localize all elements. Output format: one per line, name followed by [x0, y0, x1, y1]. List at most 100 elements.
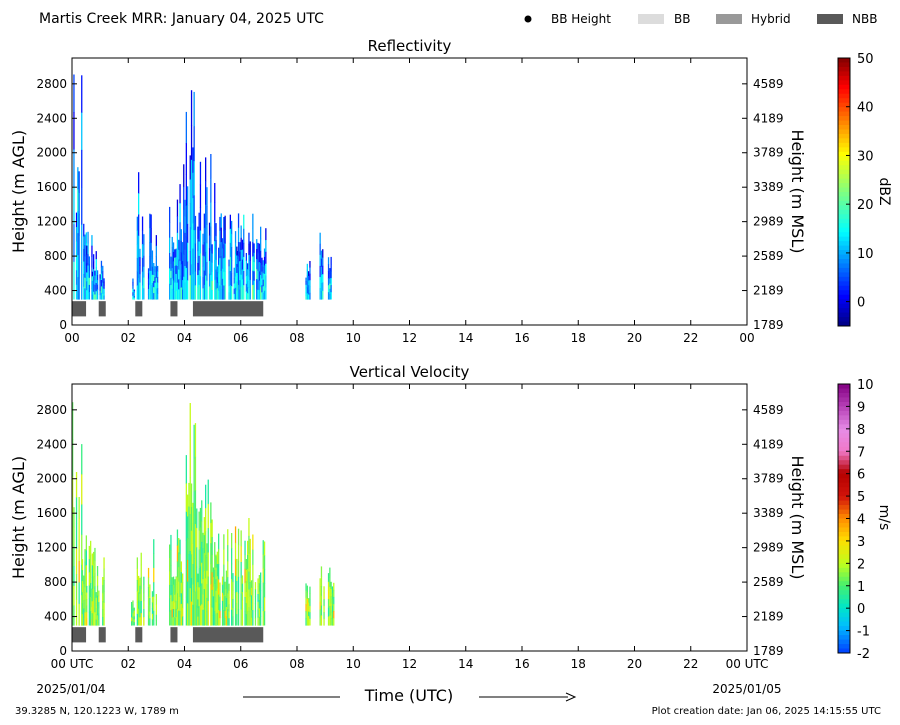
echo-cell: [221, 576, 224, 586]
echo-cell: [198, 241, 200, 257]
echo-cell: [81, 75, 83, 113]
echo-cell: [257, 261, 259, 272]
echo-cell: [72, 513, 74, 552]
echo-cell: [153, 582, 155, 597]
colorbar-segment: [838, 540, 850, 546]
echo-cell: [88, 277, 90, 286]
colorbar-segment: [838, 419, 850, 425]
echo-cell: [210, 584, 212, 606]
echo-cell: [261, 257, 263, 265]
echo-cell: [201, 604, 203, 626]
echo-cell: [188, 530, 190, 555]
echo-cell: [86, 599, 88, 606]
echo-cell: [102, 276, 104, 283]
echo-cell: [187, 559, 189, 583]
echo-cell: [244, 611, 246, 626]
echo-cell: [208, 248, 211, 262]
echo-cell: [219, 582, 221, 590]
echo-cell: [329, 283, 331, 290]
echo-cell: [81, 112, 83, 151]
echo-cell: [90, 568, 92, 584]
echo-cell: [243, 271, 245, 286]
colorbar-label: dBZ: [876, 177, 892, 205]
y-tick-label: 2400: [36, 111, 67, 125]
echo-cell: [248, 607, 250, 626]
echo-cell: [262, 260, 264, 268]
echo-cell: [136, 230, 138, 245]
echo-cell: [252, 610, 254, 626]
x-tick-label: 16: [514, 331, 529, 345]
echo-cell: [172, 609, 175, 618]
echo-cell: [206, 570, 208, 585]
echo-cell: [88, 572, 90, 586]
echo-cell: [244, 582, 246, 598]
echo-cell: [247, 263, 249, 270]
colorbar-segment: [838, 178, 850, 184]
echo-cell: [203, 589, 205, 608]
colorbar-segment: [838, 630, 850, 636]
colorbar-segment: [838, 62, 850, 68]
echo-cell: [305, 284, 307, 289]
echo-cell: [224, 257, 226, 272]
echo-cell: [198, 549, 200, 569]
colorbar-tick-label: 0: [857, 602, 865, 617]
echo-cell: [81, 581, 84, 593]
colorbar-segment: [838, 285, 850, 291]
echo-cell: [240, 530, 242, 547]
echo-cell: [319, 265, 321, 278]
echo-cell: [203, 571, 205, 590]
echo-cell: [100, 286, 103, 294]
echo-cell: [175, 248, 177, 258]
colorbar-segment: [838, 89, 850, 95]
colorbar-segment: [838, 406, 850, 412]
echo-cell: [257, 578, 259, 587]
echo-cell: [237, 609, 240, 626]
echo-cell: [176, 593, 179, 610]
y-right-tick-label: 2589: [753, 575, 784, 589]
echo-cell: [319, 601, 321, 610]
echo-cell: [261, 271, 263, 279]
echo-cell: [86, 605, 88, 613]
echo-cell: [172, 600, 175, 610]
echo-cell: [138, 278, 140, 300]
echo-cell: [75, 599, 78, 626]
y-right-tick-label: 4189: [753, 437, 784, 451]
echo-cell: [256, 279, 258, 290]
echo-cell: [306, 612, 308, 619]
echo-cell: [206, 584, 208, 599]
echo-cell: [147, 587, 150, 597]
colorbar-segment: [838, 505, 850, 511]
echo-cell: [225, 597, 228, 608]
echo-cell: [194, 591, 197, 626]
echo-cell: [248, 535, 250, 555]
echo-cell: [138, 592, 140, 601]
echo-cell: [187, 261, 189, 281]
echo-cell: [330, 610, 332, 619]
echo-cell: [182, 251, 184, 262]
echo-cell: [189, 440, 191, 478]
echo-cell: [258, 575, 260, 584]
echo-cell: [155, 620, 157, 626]
echo-cell: [194, 490, 197, 525]
echo-cell: [86, 245, 88, 255]
colorbar-segment: [838, 214, 850, 220]
echo-cell: [201, 583, 203, 605]
echo-cell: [179, 280, 181, 300]
echo-cell: [260, 226, 262, 240]
echo-cell: [224, 229, 226, 244]
colorbar-segment: [838, 80, 850, 86]
echo-cell: [100, 292, 103, 300]
echo-cell: [218, 533, 220, 550]
echo-cell: [174, 609, 176, 618]
y-tick-label: 0: [59, 644, 67, 658]
echo-cell: [188, 577, 190, 602]
echo-cell: [320, 283, 323, 292]
echo-cell: [169, 584, 171, 599]
echo-cell: [236, 581, 238, 593]
echo-cell: [258, 289, 260, 300]
echo-cell: [91, 294, 93, 300]
echo-cell: [257, 280, 259, 291]
echo-cell: [83, 592, 85, 601]
echo-cell: [308, 271, 310, 277]
